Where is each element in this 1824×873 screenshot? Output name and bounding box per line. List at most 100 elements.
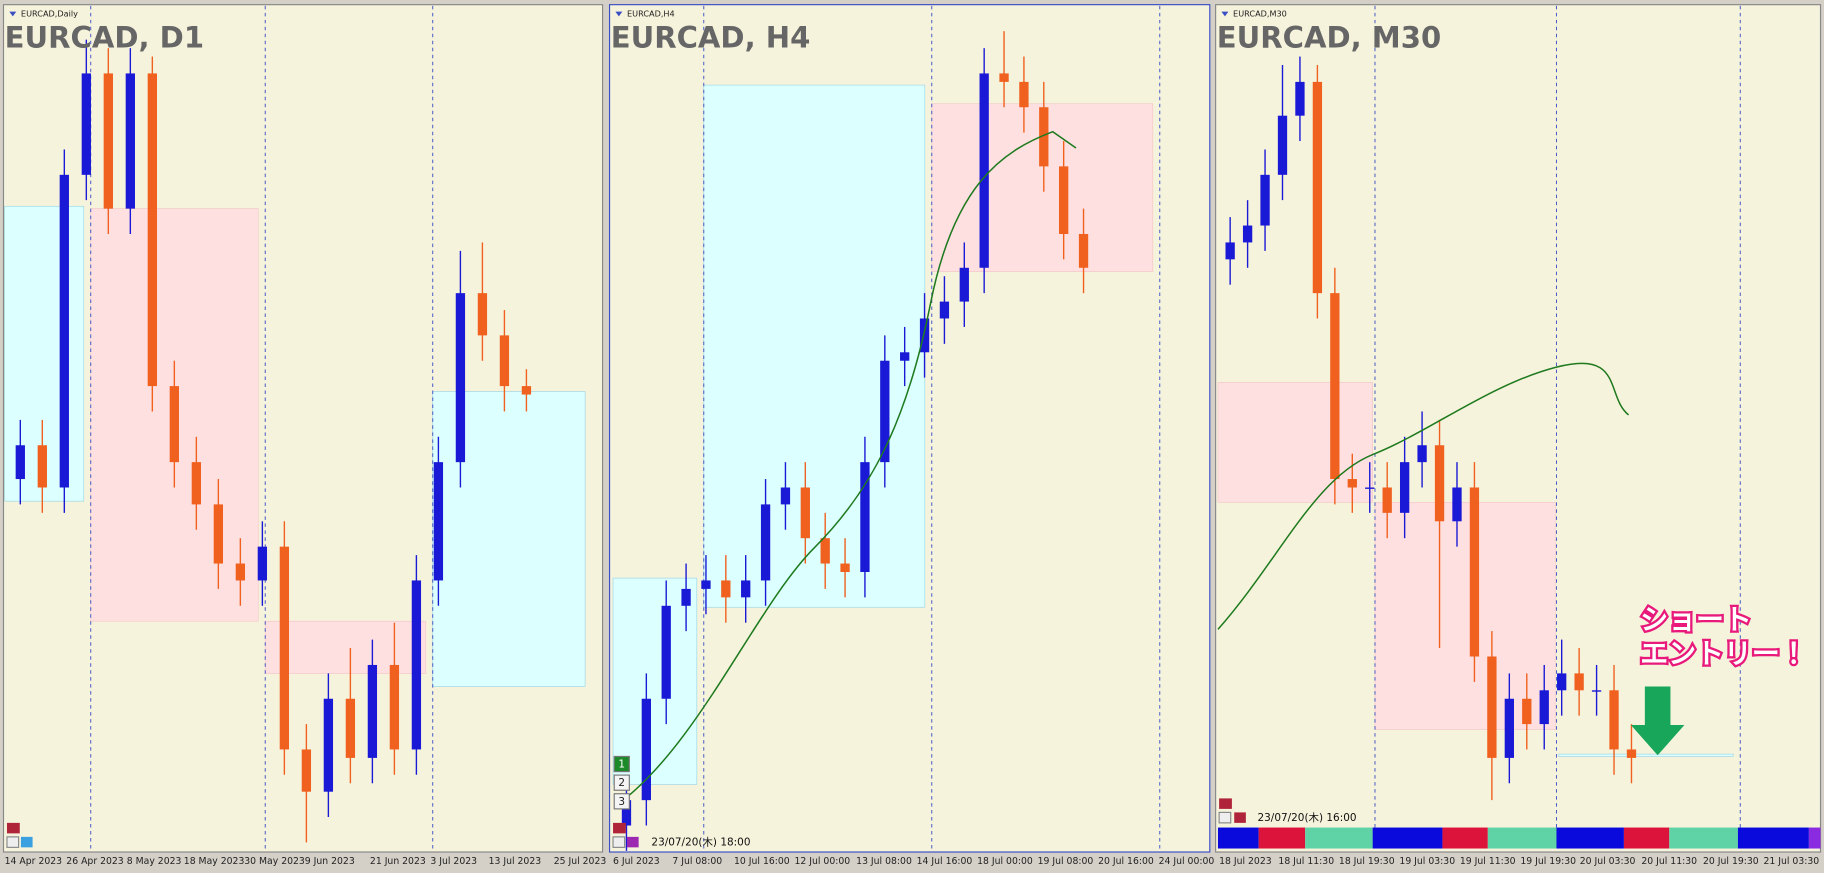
annotation: ショート [1640, 603, 1752, 636]
candle-body [235, 563, 246, 581]
candle-body [59, 174, 69, 488]
candle-body [1382, 487, 1392, 513]
candle-body [1434, 445, 1445, 522]
candle-body [213, 504, 224, 564]
candle-body [661, 605, 671, 699]
candle-body [499, 335, 510, 387]
candle-body [1574, 673, 1584, 691]
candle-body [1078, 233, 1089, 268]
candle-body [741, 580, 751, 598]
close-button[interactable] [1218, 811, 1232, 824]
minimize-button[interactable] [613, 822, 626, 834]
candle-body [169, 386, 179, 463]
x-tick-label: 19 Jul 19:30 [1520, 856, 1576, 867]
candle-body [1277, 115, 1288, 175]
session [1442, 827, 1488, 849]
x-tick-label: 26 Apr 2023 [66, 856, 124, 867]
x-tick-label: 7 Jul 08:00 [672, 856, 722, 867]
symbol-label: EURCAD,Daily [21, 8, 78, 18]
session [1623, 827, 1670, 849]
candles [15, 31, 1637, 851]
level-button[interactable] [613, 755, 630, 773]
moving-average [1217, 362, 1630, 630]
candle-body [999, 73, 1009, 82]
x-tick-label: 18 Jul 19:30 [1339, 856, 1395, 867]
session [1487, 827, 1557, 849]
x-tick-label: 18 Jul 00:00 [977, 856, 1033, 867]
session [1669, 827, 1738, 849]
panel-button[interactable] [627, 836, 639, 848]
x-tick-label: 20 Jul 16:00 [1098, 856, 1154, 867]
candle-body [1452, 487, 1462, 522]
level-button-label: 3 [618, 796, 625, 808]
candle-body [1522, 698, 1532, 725]
level-button[interactable] [613, 793, 630, 810]
symbol-label: EURCAD,H4 [627, 8, 675, 18]
minimize-button[interactable] [6, 822, 20, 834]
candle-body [959, 267, 969, 302]
x-tick-label: 13 Jul 2023 [489, 856, 542, 867]
close-button[interactable] [6, 836, 20, 848]
minimize-button[interactable] [1219, 798, 1232, 809]
candle-body [389, 664, 400, 750]
x-tick-label: 14 Jul 16:00 [917, 856, 973, 867]
candle-body [345, 698, 356, 758]
level-button-label: 2 [618, 777, 625, 789]
candle-body [323, 698, 334, 792]
candle-body [721, 580, 731, 598]
candle-body [521, 386, 532, 395]
session [1305, 827, 1373, 849]
x-tick-label: 20 Jul 11:30 [1641, 856, 1697, 867]
moving-average [617, 130, 1077, 805]
chart-title: EURCAD, H4 [611, 21, 811, 55]
timestamp: 23/07/20(木) 16:00 [1257, 812, 1356, 824]
candle-body [1609, 690, 1619, 750]
x-tick-label: 12 Jul 00:00 [795, 856, 851, 867]
candle-body [1399, 462, 1410, 513]
x-tick-label: 19 Jul 03:30 [1399, 856, 1455, 867]
candle-body [279, 546, 290, 750]
level-button-label: 1 [618, 759, 625, 771]
zone [612, 577, 698, 785]
candle-body [1225, 242, 1235, 260]
candle-body [979, 73, 989, 268]
x-tick-label: 24 Jul 00:00 [1159, 856, 1215, 867]
session [1217, 827, 1259, 849]
session [1372, 827, 1443, 849]
zone [1558, 753, 1734, 757]
level-button[interactable] [613, 774, 630, 791]
candle-body [125, 73, 135, 209]
zone [432, 391, 586, 687]
candle-body [1365, 487, 1375, 489]
candle-body [919, 318, 930, 353]
candle-body [780, 487, 791, 505]
candle-body [939, 301, 950, 319]
candle-body [1557, 673, 1567, 691]
symbol-menu [615, 11, 623, 17]
candle-body [1626, 749, 1637, 758]
x-tick-label: 20 Jul 03:30 [1580, 856, 1636, 867]
candle-body [477, 293, 488, 336]
candle-body [1347, 479, 1357, 488]
x-tick-label: 21 Jun 2023 [370, 856, 426, 867]
zone [703, 84, 926, 608]
zone [1374, 502, 1556, 730]
session [1556, 827, 1624, 849]
candle-body [1039, 107, 1049, 167]
candle-body [433, 462, 444, 581]
candle-body [1295, 81, 1305, 116]
panel-button[interactable] [1234, 812, 1246, 823]
candle-body [1591, 690, 1602, 692]
x-tick-label: 21 Jul 03:30 [1764, 856, 1820, 867]
candle-body [103, 73, 113, 209]
x-tick-label: 9 Jun 2023 [305, 856, 355, 867]
x-tick-label: 30 May 2023 [244, 856, 305, 867]
candle-body [641, 698, 651, 801]
session [1258, 827, 1306, 849]
panel-button[interactable] [20, 836, 33, 848]
candle-body [367, 664, 378, 758]
candle-body [301, 749, 312, 792]
candle-body [455, 293, 466, 463]
close-button[interactable] [612, 836, 626, 848]
